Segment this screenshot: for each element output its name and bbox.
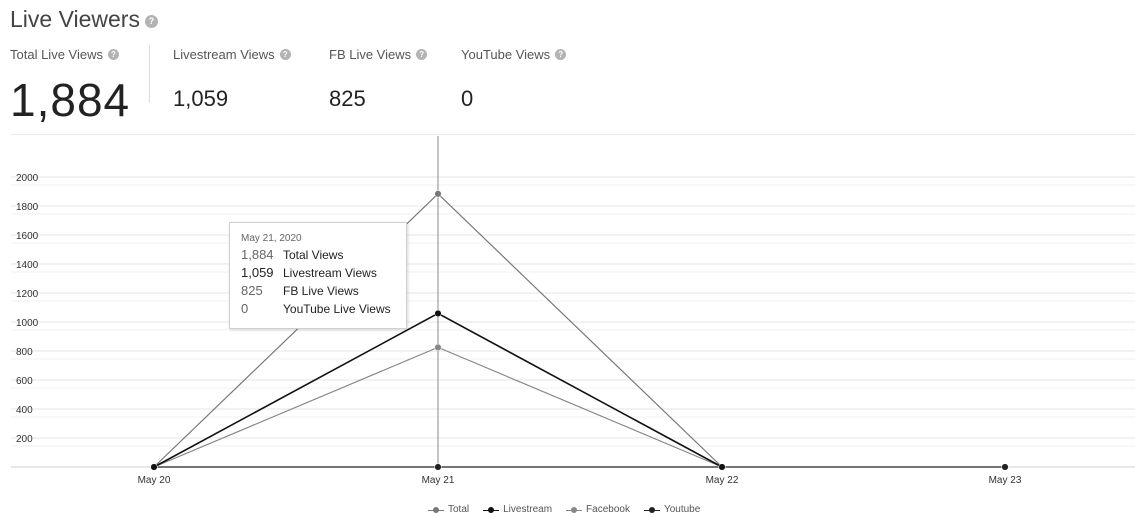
data-point-facebook-1 bbox=[434, 343, 442, 351]
livestream-views-value: 1,059 bbox=[173, 86, 229, 111]
x-tick-label-3: May 23 bbox=[989, 475, 1022, 486]
legend-label-total: Total bbox=[448, 504, 470, 515]
tooltip-total-label: Total Views bbox=[283, 248, 344, 262]
legend-item-total[interactable]: Total bbox=[428, 504, 469, 515]
fb-live-views-label: FB Live Views ? bbox=[329, 47, 428, 62]
y-tick-label-800: 800 bbox=[16, 347, 33, 358]
tooltip-youtube-value: 0 bbox=[241, 301, 249, 316]
question-circle-icon[interactable]: ? bbox=[279, 49, 291, 60]
youtube-views-label: YouTube Views ? bbox=[461, 47, 567, 62]
data-point-youtube-3 bbox=[1001, 463, 1009, 471]
tooltip-livestream-label: Livestream Views bbox=[283, 266, 377, 280]
total-label-text: Total Live Views bbox=[10, 47, 103, 62]
y-tick-label-1600: 1600 bbox=[16, 231, 39, 242]
y-tick-label-1800: 1800 bbox=[16, 202, 39, 213]
y-tick-label-1200: 1200 bbox=[16, 289, 39, 300]
tooltip-row-livestream: 1,059 Livestream Views bbox=[241, 265, 377, 280]
fb-label-text: FB Live Views bbox=[329, 47, 412, 62]
x-tick-label-0: May 20 bbox=[138, 475, 171, 486]
youtube-label-text: YouTube Views bbox=[461, 47, 551, 62]
y-tick-label-400: 400 bbox=[16, 405, 33, 416]
tooltip-total-value: 1,884 bbox=[241, 247, 274, 262]
livestream-views-label: Livestream Views ? bbox=[173, 47, 291, 62]
x-tick-label-2: May 22 bbox=[706, 475, 739, 486]
fb-live-views-value: 825 bbox=[329, 86, 366, 111]
data-point-youtube-1 bbox=[434, 463, 442, 471]
livestream-label-text: Livestream Views bbox=[173, 47, 275, 62]
legend-swatch-facebook bbox=[566, 506, 583, 514]
tooltip-fb-label: FB Live Views bbox=[283, 284, 359, 298]
y-tick-label-200: 200 bbox=[16, 434, 33, 445]
tooltip-row-fb: 825 FB Live Views bbox=[241, 283, 359, 298]
legend-item-facebook[interactable]: Facebook bbox=[566, 504, 630, 515]
y-tick-label-1400: 1400 bbox=[16, 260, 39, 271]
data-point-livestream-1 bbox=[434, 309, 442, 317]
total-live-views-value: 1,884 bbox=[10, 74, 131, 126]
total-live-views-label: Total Live Views ? bbox=[10, 47, 119, 62]
youtube-views-value: 0 bbox=[461, 86, 474, 111]
data-point-livestream-0 bbox=[150, 463, 158, 471]
y-tick-label-1000: 1000 bbox=[16, 318, 39, 329]
tooltip-row-total: 1,884 Total Views bbox=[241, 247, 343, 262]
question-circle-icon[interactable]: ? bbox=[144, 15, 158, 28]
tooltip-livestream-value: 1,059 bbox=[241, 265, 274, 280]
x-tick-label-1: May 21 bbox=[422, 475, 455, 486]
question-circle-icon[interactable]: ? bbox=[107, 49, 119, 60]
y-tick-label-600: 600 bbox=[16, 376, 33, 387]
tooltip-date: May 21, 2020 bbox=[241, 233, 302, 244]
chart-top-border bbox=[11, 134, 1135, 135]
legend-item-livestream[interactable]: Livestream bbox=[483, 504, 552, 515]
chart-legend: Total Livestream Facebook Youtube bbox=[428, 504, 700, 515]
page-title: Live Viewers bbox=[10, 6, 140, 32]
legend-item-youtube[interactable]: Youtube bbox=[643, 504, 701, 515]
tooltip-youtube-label: YouTube Live Views bbox=[283, 302, 391, 316]
y-tick-label-2000: 2000 bbox=[16, 173, 39, 184]
legend-swatch-livestream bbox=[483, 506, 500, 514]
legend-swatch-total bbox=[428, 506, 444, 514]
tooltip-fb-value: 825 bbox=[241, 283, 263, 298]
legend-swatch-youtube bbox=[643, 506, 660, 514]
chart-tooltip: May 21, 2020 1,884 Total Views 1,059 Liv… bbox=[229, 222, 407, 329]
legend-label-youtube: Youtube bbox=[663, 504, 701, 515]
question-circle-icon[interactable]: ? bbox=[416, 49, 428, 60]
legend-label-livestream: Livestream bbox=[503, 504, 553, 515]
title-row: Live Viewers ? bbox=[10, 6, 158, 33]
tooltip-row-youtube: 0 YouTube Live Views bbox=[241, 301, 391, 316]
data-point-livestream-2 bbox=[718, 463, 726, 471]
question-circle-icon[interactable]: ? bbox=[555, 49, 567, 60]
data-point-total-1 bbox=[434, 190, 442, 198]
legend-label-facebook: Facebook bbox=[586, 504, 630, 515]
metrics-divider bbox=[149, 45, 150, 103]
